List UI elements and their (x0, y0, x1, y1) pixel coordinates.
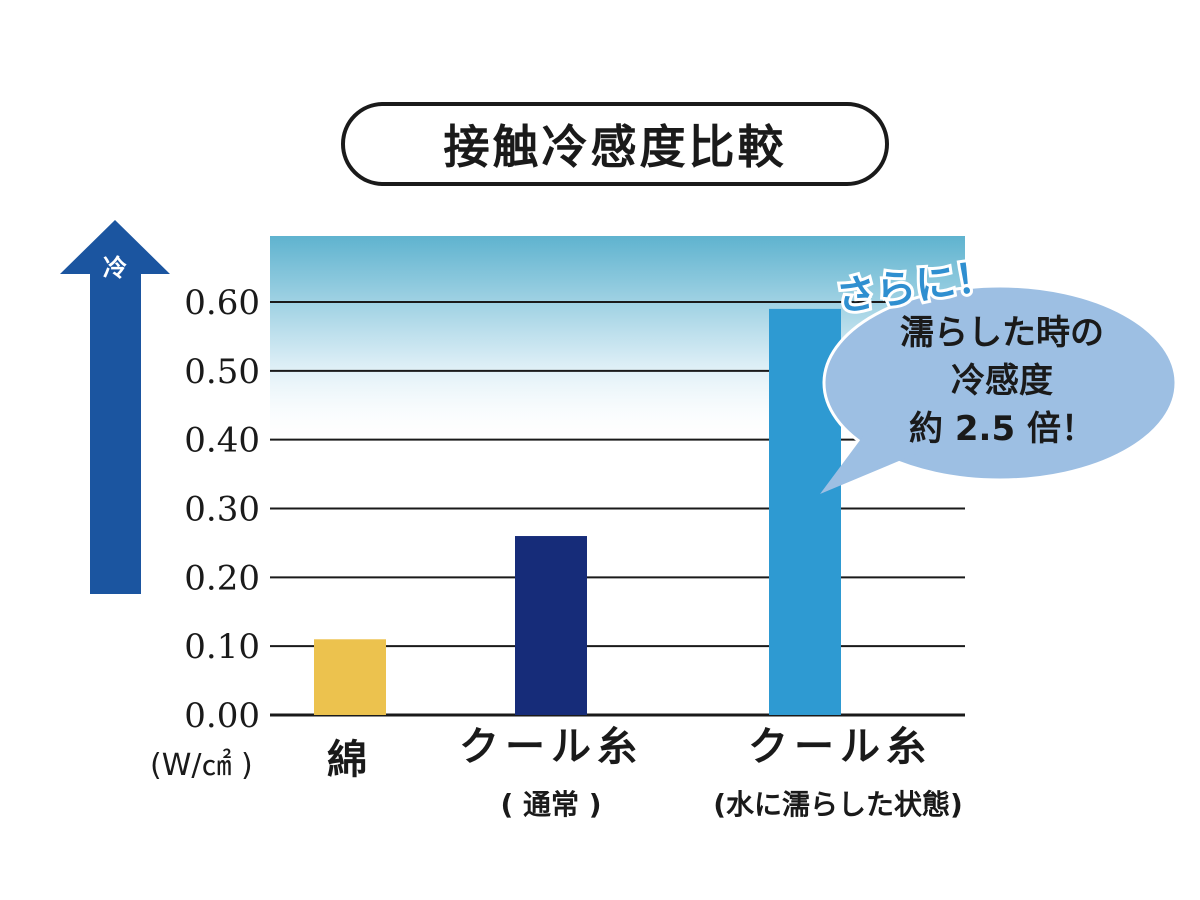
category-label-cotton: 綿 (327, 737, 373, 783)
chart-title: 接触冷感度比較 (443, 120, 787, 174)
y-tick-label: 0.50 (184, 352, 260, 392)
bars (314, 308, 841, 715)
y-tick-label: 0.10 (184, 627, 260, 667)
chart-title-box: 接触冷感度比較 (341, 102, 889, 186)
callout-line-3: 約 2.5 倍！ (909, 409, 1095, 449)
y-tick-labels: 0.00 0.10 0.20 0.30 0.40 0.50 0.60 (184, 283, 260, 736)
arrow-label: 冷 (103, 254, 127, 282)
y-tick-label: 0.20 (184, 558, 260, 598)
callout-line-1: 濡らした時の (900, 313, 1104, 353)
category-sublabel-wet: (水に濡らした状態) (713, 788, 963, 821)
cool-arrow-icon (60, 220, 170, 594)
bar (314, 639, 386, 715)
category-label-cool-yarn-wet: クール糸 (748, 724, 932, 770)
y-tick-label: 0.40 (184, 421, 260, 461)
y-tick-label: 0.60 (184, 283, 260, 323)
category-label-cool-yarn-normal: クール糸 (459, 724, 643, 770)
category-sublabel-normal: ( 通常 ) (500, 788, 601, 821)
callout-line-2: 冷感度 (951, 361, 1053, 401)
y-tick-label: 0.00 (184, 696, 260, 736)
bar (515, 536, 587, 715)
callout-bubble: 濡らした時の 冷感度 約 2.5 倍！ (820, 284, 1178, 494)
y-tick-label: 0.30 (184, 490, 260, 530)
unit-label: (W/㎠ ) (150, 748, 253, 783)
